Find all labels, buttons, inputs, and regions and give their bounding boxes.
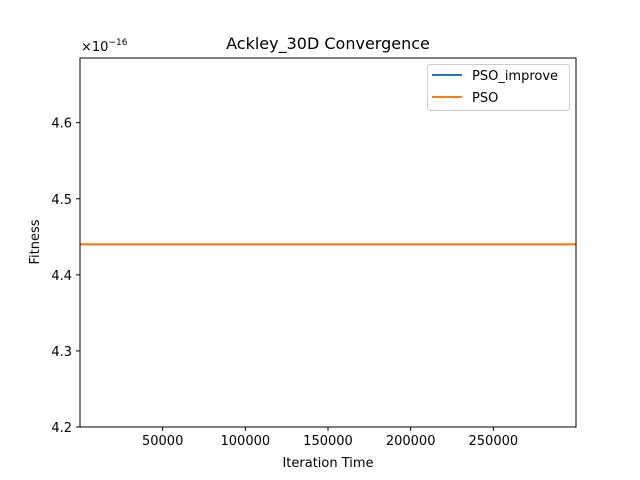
x-tick-label: 250000 [469, 434, 519, 449]
legend-label-pso: PSO [472, 91, 498, 106]
y-offset-exponent: −16 [108, 38, 127, 48]
plot-area-frame [79, 57, 577, 428]
x-tick-label: 50000 [142, 434, 183, 449]
x-tick-label: 150000 [303, 434, 353, 449]
y-tick-label: 4.3 [51, 345, 72, 360]
x-axis-label: Iteration Time [282, 456, 373, 471]
y-axis-label: Fitness [28, 219, 43, 264]
legend-label-pso-improve: PSO_improve [472, 69, 558, 84]
x-tick-label: 200000 [386, 434, 436, 449]
y-offset-base: ×10 [81, 40, 108, 55]
y-axis-ticks: 4.2 4.3 4.4 4.5 4.6 [51, 117, 80, 436]
y-tick-label: 4.2 [51, 421, 72, 436]
legend-box [427, 64, 570, 111]
x-tick-label: 100000 [221, 434, 271, 449]
chart-title: Ackley_30D Convergence [226, 34, 430, 54]
y-axis-offset-text: ×10−16 [81, 38, 128, 55]
y-tick-label: 4.4 [51, 269, 72, 284]
y-tick-label: 4.6 [51, 117, 72, 132]
y-tick-label: 4.5 [51, 193, 72, 208]
legend: PSO_improve PSO [427, 64, 570, 111]
x-axis-ticks: 50000 100000 150000 200000 250000 [142, 427, 518, 449]
